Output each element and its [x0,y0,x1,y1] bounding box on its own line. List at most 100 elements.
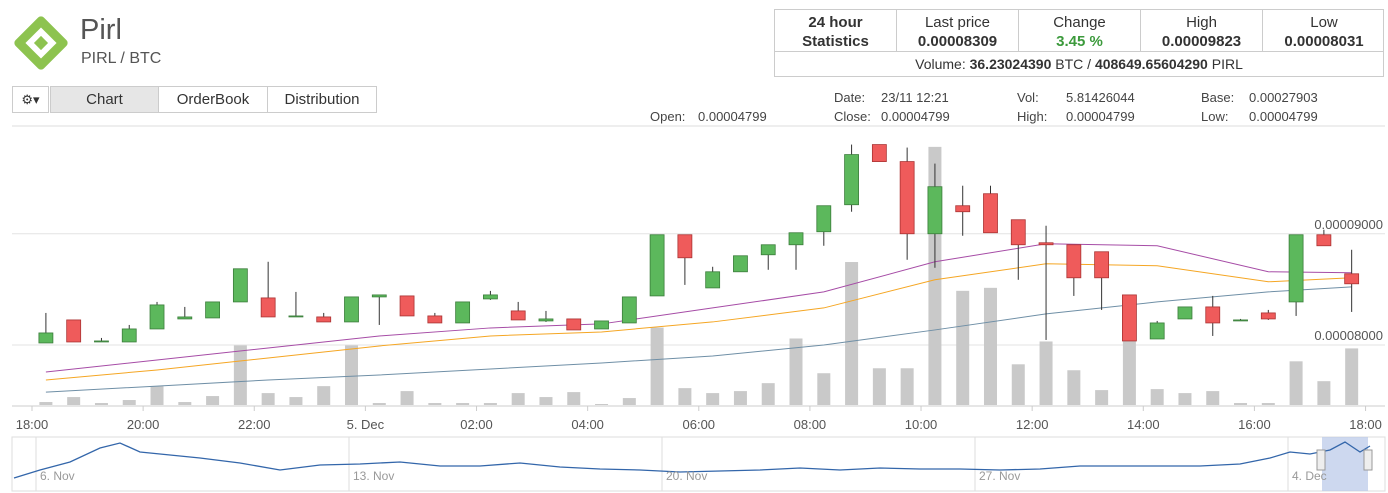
info-label: Base: [1201,90,1235,105]
candle-body [121,328,137,343]
volume-bar [150,386,164,405]
candle-body [1233,319,1248,322]
volume-bar [400,391,414,405]
candle-body [1177,306,1193,320]
navigator-label: 20. Nov [666,469,707,483]
info-label: Close: [834,109,871,124]
volume-bar [372,403,386,405]
stat: Low 0.00008031 [1263,10,1385,51]
navigator-handle[interactable] [1316,449,1326,471]
volume-bar [1095,390,1109,405]
candle-body [427,315,443,324]
logo [14,16,68,70]
candle-body [455,301,471,324]
volume-bar [622,398,636,405]
vol-label: Volume: [915,56,966,72]
candle-body [1260,312,1276,320]
info-label: High: [1017,109,1048,124]
heading-line: 24 hour [808,14,863,31]
volume-bar [872,368,886,405]
info-value: 0.00004799 [881,109,950,124]
tab[interactable]: Chart [50,86,159,113]
candle-body [705,271,721,289]
navigator-line [13,441,1371,479]
volume-bar [122,400,136,405]
info-value: 0.00004799 [1066,109,1135,124]
candle-body [344,296,359,323]
x-tick-label: 10:00 [905,417,938,432]
volume-bar [650,327,664,405]
volume-bar [1234,403,1248,405]
stats-heading: 24 hour Statistics [775,10,897,51]
navigator-label: 27. Nov [979,469,1020,483]
y-tick-label: 0.00008000 [1314,328,1383,343]
candle-body [899,161,915,235]
volume-bar [67,397,81,405]
navigator-selection[interactable] [1322,437,1368,491]
stat: High 0.00009823 [1141,10,1263,51]
vol-pirl: 408649.65604290 [1094,56,1208,72]
volume-bar [289,397,303,405]
candle-body [816,205,832,233]
volume-bar [1150,389,1164,405]
candle-body [38,332,54,344]
candle-body [677,234,693,259]
volume-bar [678,388,692,405]
volume-bar [539,397,553,405]
x-tick-label: 08:00 [794,417,827,432]
volume-bar [789,338,803,405]
volume-row: Volume: 36.23024390 BTC / 408649.6560429… [775,51,1383,78]
x-tick-label: 18:00 [16,417,49,432]
x-tick-label: 02:00 [460,417,493,432]
y-tick-label: 0.00009000 [1314,217,1383,232]
candle-body [1038,242,1054,246]
stat-label: Change [1053,14,1106,31]
stats-box: 24 hour Statistics Last price 0.00008309 C… [774,9,1384,77]
vol-unit: PIRL [1211,56,1243,72]
info-label: Vol: [1017,90,1039,105]
candle-body [232,268,248,303]
candle-body [1316,234,1332,247]
candle-body [177,316,193,320]
x-tick-label: 04:00 [571,417,604,432]
volume-bar [1261,403,1275,405]
volume-bar [94,403,108,405]
stat-label: Low [1310,14,1338,31]
candle-body [483,294,498,300]
candle-body [66,319,82,343]
x-tick-label: 06:00 [683,417,716,432]
info-value: 0.00004799 [698,109,767,124]
volume-bar [483,403,497,405]
candle-body [733,255,748,273]
candle-body [316,316,332,323]
volume-bar [761,383,775,405]
volume-bar [456,403,470,405]
stat-value: 0.00009823 [1161,33,1242,50]
candle-body [1344,273,1360,285]
candle-body [1149,322,1165,340]
candle-body [538,318,554,322]
tab[interactable]: Distribution [267,86,377,113]
vol-btc: 36.23024390 [969,56,1052,72]
volume-bar [1011,364,1025,405]
navigator-handle[interactable] [1363,449,1373,471]
title: Pirl [80,14,122,46]
candle-body [844,154,859,206]
vol-unit: BTC / [1055,56,1092,72]
volume-bar [317,386,331,405]
settings-button[interactable]: ⚙▾ [12,86,49,113]
candle-body [94,340,109,343]
volume-bar [1039,341,1053,405]
volume-bar [233,345,247,405]
volume-bar [845,262,859,405]
candle-body [510,310,526,321]
info-label: Date: [834,90,866,105]
volume-bar [178,402,192,405]
navigator [11,436,1386,492]
navigator-label: 13. Nov [353,469,394,483]
tab[interactable]: OrderBook [158,86,268,113]
stat: Change 3.45 % [1019,10,1141,51]
candle-body [260,297,276,318]
